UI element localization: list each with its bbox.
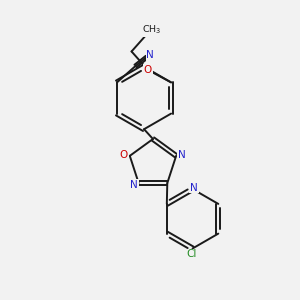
Text: CH$_3$: CH$_3$ (142, 24, 161, 36)
Text: N: N (190, 183, 198, 193)
Text: O: O (120, 150, 128, 160)
Text: N: N (130, 180, 138, 190)
Text: O: O (144, 65, 152, 75)
Text: Cl: Cl (186, 249, 196, 260)
Text: N: N (178, 150, 185, 160)
Text: N: N (146, 50, 154, 60)
